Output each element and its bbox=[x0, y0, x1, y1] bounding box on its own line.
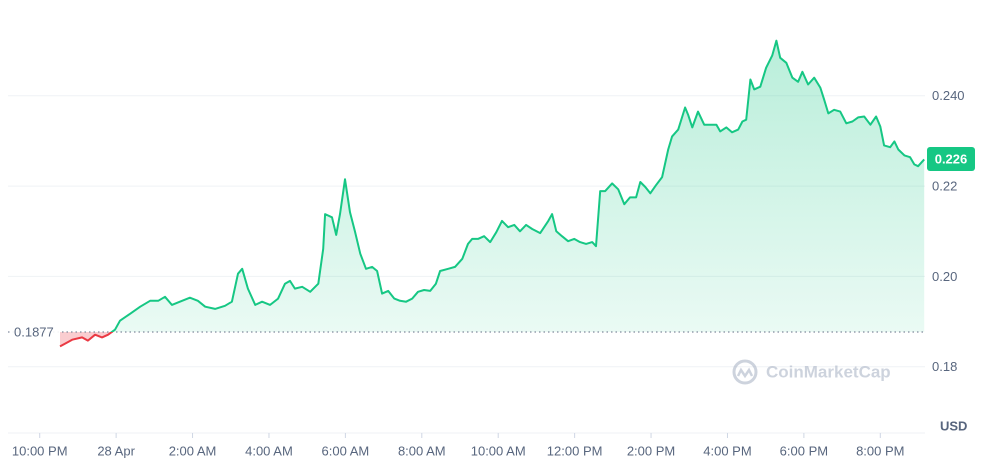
current-price-label: 0.226 bbox=[935, 151, 968, 166]
x-tick-label: 28 Apr bbox=[97, 443, 135, 458]
watermark: CoinMarketCap bbox=[766, 362, 891, 381]
baseline-label: 0.1877 bbox=[14, 324, 54, 339]
price-line bbox=[110, 39, 925, 332]
labels: 0.18 0.20 0.22 0.240 10:00 PM 28 Apr 2:00 AM 4:… bbox=[10, 88, 975, 458]
x-tick-label: 6:00 AM bbox=[322, 443, 370, 458]
x-tick-label: 8:00 AM bbox=[398, 443, 446, 458]
x-tick-label: 2:00 PM bbox=[627, 443, 675, 458]
watermark-group: CoinMarketCap bbox=[732, 359, 891, 385]
x-tick-label: 12:00 PM bbox=[547, 443, 603, 458]
current-price-tag bbox=[927, 146, 975, 171]
watermark-logo bbox=[732, 359, 758, 385]
x-tick-label: 10:00 AM bbox=[471, 443, 526, 458]
area-above bbox=[111, 40, 925, 332]
x-tick-label: 4:00 PM bbox=[703, 443, 751, 458]
x-tick-label: 4:00 AM bbox=[245, 443, 293, 458]
y-tick-label: 0.18 bbox=[932, 359, 957, 374]
y-unit: USD bbox=[940, 418, 967, 433]
plot bbox=[8, 39, 925, 348]
x-tick-label: 8:00 PM bbox=[856, 443, 904, 458]
y-tick-label: 0.240 bbox=[932, 88, 965, 103]
y-tick-label: 0.20 bbox=[932, 269, 957, 284]
x-tick-label: 2:00 AM bbox=[169, 443, 217, 458]
x-tick-label: 6:00 PM bbox=[780, 443, 828, 458]
baseline-label-bg bbox=[10, 321, 60, 342]
x-tick-label: 10:00 PM bbox=[12, 443, 68, 458]
y-tick-label: 0.22 bbox=[932, 179, 957, 194]
watermark-logo-mark bbox=[736, 367, 754, 379]
